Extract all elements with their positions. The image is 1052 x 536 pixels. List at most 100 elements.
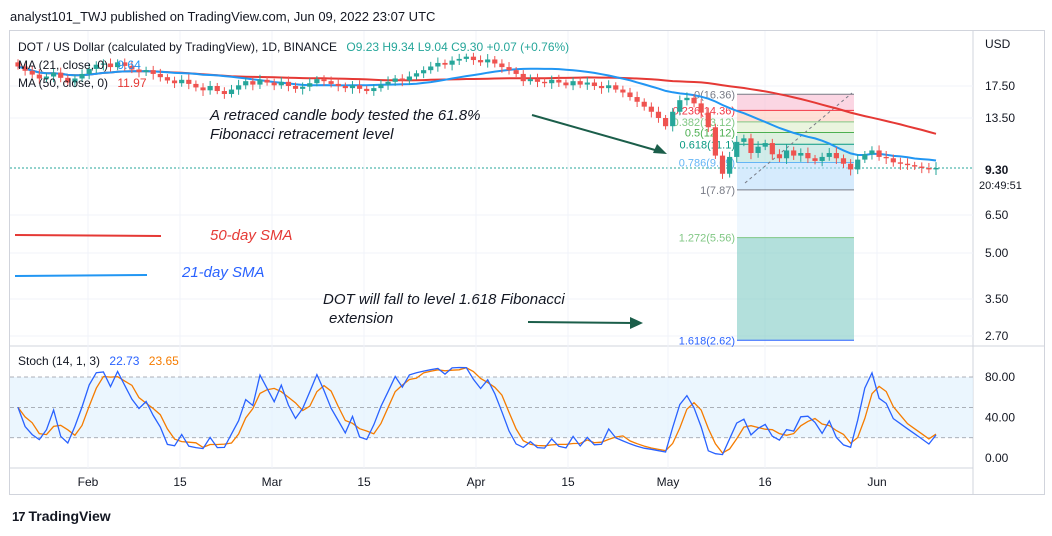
candle-body xyxy=(506,67,512,71)
candle-body xyxy=(933,168,939,170)
candle-body xyxy=(364,88,370,92)
annotation-retrace-line1: A retraced candle body tested the 61.8% xyxy=(209,107,480,124)
candle-body xyxy=(314,79,320,84)
fib-zone xyxy=(737,162,854,190)
footer-brand[interactable]: 17 TradingView xyxy=(12,508,111,524)
candle-body xyxy=(798,153,804,156)
price-tick-label: 3.50 xyxy=(985,292,1009,306)
candle-body xyxy=(456,58,462,61)
price-axis-unit: USD xyxy=(985,37,1011,51)
stoch-k-value: 22.73 xyxy=(109,354,139,368)
candle-body xyxy=(556,79,562,83)
candle-body xyxy=(563,82,569,86)
candle-body xyxy=(641,101,647,107)
candle-body xyxy=(171,80,178,84)
time-tick-label: Jun xyxy=(867,475,886,489)
chart-svg[interactable]: USD 0(16.36) 0.236(14.36)0.382(13.12)0.5(… xyxy=(10,31,1044,494)
candle-body xyxy=(513,70,519,74)
legend-ma21-label: MA (21, close, 0) xyxy=(18,58,108,72)
candle-body xyxy=(876,150,882,157)
candle-body xyxy=(93,64,99,69)
fib-zone xyxy=(737,237,854,341)
time-tick-label: 16 xyxy=(758,475,772,489)
candle-body xyxy=(278,81,284,86)
candle-body xyxy=(727,156,733,174)
fib-level-label: 0.618(11.1) xyxy=(680,139,735,151)
time-tick-label: Mar xyxy=(262,475,283,489)
annotation-arrow-retrace xyxy=(531,114,663,153)
candle-body xyxy=(86,68,92,74)
annotation-arrowhead-target xyxy=(630,317,643,329)
candle-body xyxy=(534,79,541,82)
candle-body xyxy=(300,86,306,89)
candle-body xyxy=(741,138,747,142)
candle-body xyxy=(321,79,327,82)
candle-body xyxy=(719,155,726,174)
annotation-arrowhead-retrace xyxy=(653,144,667,154)
candle-body xyxy=(143,70,149,73)
candle-body xyxy=(150,70,156,74)
annotation-sma50: 50-day SMA xyxy=(210,227,293,244)
candle-body xyxy=(428,66,434,71)
candle-body xyxy=(591,82,598,86)
candle-body xyxy=(919,166,925,168)
legend-symbol-text: DOT / US Dollar (calculated by TradingVi… xyxy=(18,40,337,54)
fib-zone xyxy=(737,121,854,133)
candle-body xyxy=(549,79,555,84)
annotation-retrace-line2: Fibonacci retracement level xyxy=(210,126,394,143)
annotation-sma21: 21-day SMA xyxy=(181,264,265,281)
time-tick-label: 15 xyxy=(357,475,371,489)
footer-brand-label: TradingView xyxy=(28,508,111,524)
candle-body xyxy=(399,78,405,81)
fib-level-label: 1(7.87) xyxy=(700,185,735,197)
candle-body xyxy=(912,165,918,167)
candle-body xyxy=(606,85,612,89)
stoch-d-value: 23.65 xyxy=(149,354,179,368)
stoch-tick-label: 0.00 xyxy=(985,451,1009,465)
candle-body xyxy=(705,112,711,128)
candle-body xyxy=(228,89,235,95)
candle-body xyxy=(570,81,576,86)
candle-body xyxy=(207,86,213,91)
candle-body xyxy=(58,72,64,78)
fib-level-label: 1.618(2.62) xyxy=(679,335,735,347)
candle-body xyxy=(826,153,832,157)
candle-body xyxy=(406,76,412,81)
candle-body xyxy=(271,82,277,86)
candle-body xyxy=(734,141,740,157)
annotation-target-line1: DOT will fall to level 1.618 Fibonacci xyxy=(323,291,565,308)
candle-body xyxy=(50,72,57,77)
candle-body xyxy=(677,100,683,112)
legend-ma21-value: 9.64 xyxy=(117,58,141,72)
candle-body xyxy=(335,83,341,86)
legend-ma50-label: MA (50, close, 0) xyxy=(18,76,108,90)
candle-body xyxy=(620,89,626,93)
candle-body xyxy=(869,150,875,155)
candle-body xyxy=(848,163,854,170)
legend-ohlc: O9.23 H9.34 L9.04 C9.30 +0.07 (+0.76%) xyxy=(346,40,569,54)
candle-body xyxy=(655,111,662,118)
fib-level-label: 1.272(5.56) xyxy=(679,233,735,245)
candle-body xyxy=(29,70,35,75)
legend-symbol: DOT / US Dollar (calculated by TradingVi… xyxy=(18,40,569,54)
annotation-target-line2: extension xyxy=(329,310,393,327)
candle-body xyxy=(712,127,718,156)
candle-body xyxy=(43,76,50,79)
time-tick-label: Apr xyxy=(467,475,486,489)
candle-body xyxy=(542,81,548,84)
legend-swatch-sma21 xyxy=(14,274,148,277)
current-price-label: 9.30 xyxy=(985,163,1009,177)
candle-body xyxy=(897,162,904,164)
candle-body xyxy=(392,78,398,82)
candle-body xyxy=(499,63,505,68)
candle-body xyxy=(670,111,676,127)
candle-body xyxy=(698,103,704,113)
publisher-line: analyst101_TWJ published on TradingView.… xyxy=(10,9,436,24)
candle-body xyxy=(79,73,85,79)
candle-body xyxy=(36,74,42,79)
candle-body xyxy=(805,153,811,159)
candle-body xyxy=(378,84,384,89)
tradingview-logo-icon: 17 xyxy=(12,508,26,524)
candle-body xyxy=(107,63,114,68)
fib-level-label: 0.382(13.12) xyxy=(673,117,735,129)
